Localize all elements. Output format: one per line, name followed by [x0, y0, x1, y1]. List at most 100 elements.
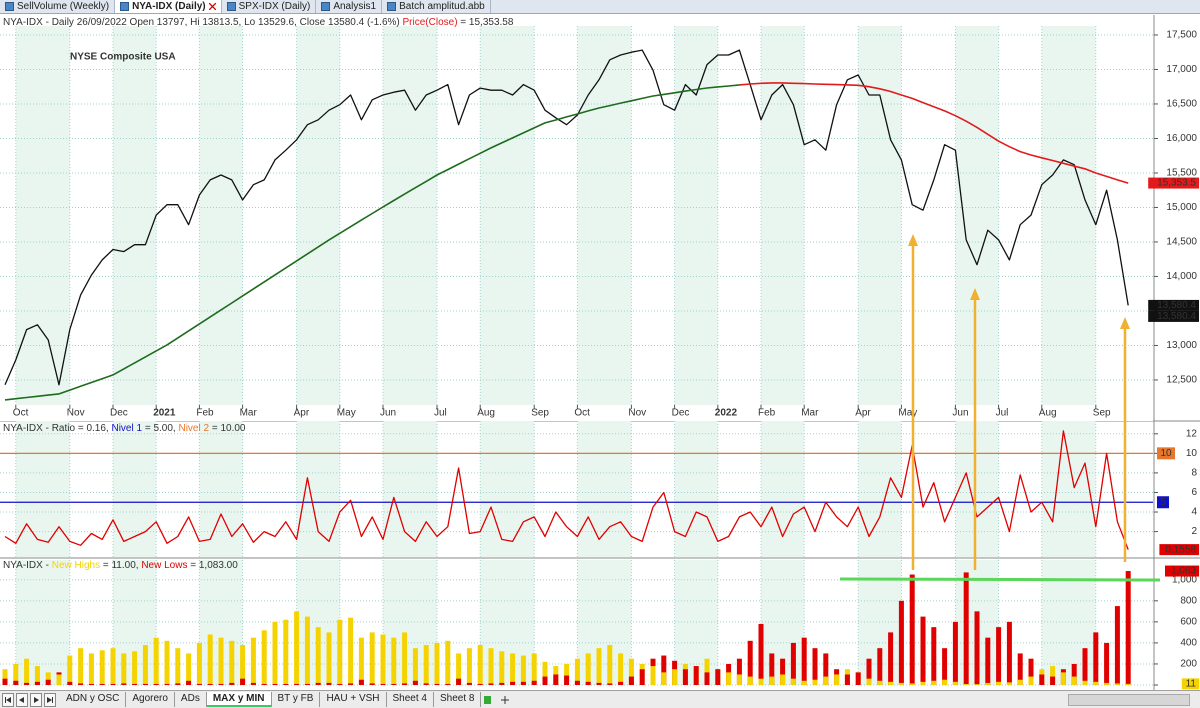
bar	[855, 672, 861, 685]
bar	[348, 617, 354, 685]
x-tick-label: Feb	[758, 408, 776, 419]
bar	[790, 678, 796, 685]
header-part: New Lows	[141, 560, 187, 571]
header-part: NYA-IDX -	[3, 560, 52, 571]
value-tag-label: 15,353.5	[1157, 178, 1196, 189]
level-tag	[1157, 447, 1175, 460]
bar	[326, 632, 332, 685]
bar	[877, 680, 883, 685]
bar	[240, 678, 246, 685]
bar	[952, 681, 958, 685]
bar	[780, 658, 786, 685]
bar	[823, 676, 829, 685]
month-band	[674, 421, 718, 557]
tab-icon	[5, 2, 14, 11]
bar	[283, 619, 289, 685]
month-band	[761, 421, 805, 557]
x-tick-label: 2021	[153, 408, 176, 419]
x-tick-label: Apr	[855, 408, 871, 419]
month-band	[577, 421, 632, 557]
last-sheet-button[interactable]	[44, 692, 56, 707]
value-tag	[1159, 544, 1199, 556]
bar	[596, 682, 602, 685]
sheet-tab[interactable]: ADN y OSC	[60, 692, 127, 707]
sheet-tools[interactable]	[481, 694, 511, 706]
bar	[132, 651, 138, 685]
month-band	[858, 26, 902, 405]
bar	[898, 682, 904, 685]
bar	[812, 648, 818, 685]
month-band	[955, 26, 999, 405]
tab[interactable]: SPX-IDX (Daily)	[222, 0, 317, 13]
sheet-tab[interactable]: Sheet 4	[387, 692, 434, 707]
bar	[747, 640, 753, 685]
sheet-tab[interactable]: BT y FB	[272, 692, 321, 707]
bar	[1082, 648, 1088, 685]
x-tick-label: Jun	[380, 408, 396, 419]
bar	[974, 611, 980, 685]
bar	[175, 683, 181, 685]
bar	[380, 634, 386, 685]
bar	[963, 572, 969, 685]
y-tick-label: 17,500	[1166, 30, 1197, 41]
x-tick-label: Nov	[67, 408, 85, 419]
tab[interactable]: NYA-IDX (Daily)	[115, 0, 222, 13]
bar	[186, 653, 192, 685]
header-part: NYA-IDX - Daily 26/09/2022 Open 13797, H…	[3, 17, 403, 28]
level-tag-label: 10	[1160, 448, 1172, 459]
month-band	[1041, 421, 1096, 557]
bar	[488, 648, 494, 685]
header-part: = 10.00	[209, 423, 246, 434]
bar	[304, 683, 310, 685]
bar	[574, 680, 580, 685]
bar	[607, 683, 613, 685]
bar	[412, 648, 418, 685]
bar	[747, 676, 753, 685]
next-sheet-button[interactable]	[30, 692, 42, 707]
bar	[456, 653, 462, 685]
value-tag-label: 13,580.4	[1157, 300, 1196, 311]
plot: 12,50013,00013,50014,00014,50015,00015,5…	[0, 15, 1200, 691]
sheet-tab[interactable]: Agorero	[126, 692, 175, 707]
month-band	[15, 560, 70, 685]
first-sheet-button[interactable]	[2, 692, 14, 707]
x-tick-label: Jun	[952, 408, 968, 419]
y-tick-label: 12	[1186, 428, 1198, 439]
header-part: NYA-IDX - Ratio = 0.16,	[3, 423, 111, 434]
scrollbar[interactable]	[1068, 693, 1190, 706]
tab[interactable]: Analysis1	[316, 0, 383, 13]
month-band	[383, 26, 437, 405]
y-tick-label: 14,000	[1166, 271, 1197, 282]
bar	[402, 632, 408, 685]
bar	[1028, 658, 1034, 685]
month-band	[383, 421, 437, 557]
sheet-tab[interactable]: Sheet 8	[434, 692, 482, 707]
close-icon[interactable]	[208, 3, 216, 10]
x-tick-label: Jul	[434, 408, 447, 419]
bar	[24, 682, 30, 685]
y-tick-label: 13,000	[1166, 340, 1197, 351]
drawn-line	[839, 577, 1161, 582]
bar	[477, 645, 483, 685]
month-band	[199, 421, 243, 557]
bar	[369, 683, 375, 685]
tab[interactable]: Batch amplitud.abb	[382, 0, 491, 13]
prev-sheet-button[interactable]	[16, 692, 28, 707]
sheet-tab[interactable]: ADs	[175, 692, 207, 707]
bar	[985, 637, 991, 685]
sheet-tab[interactable]: HAU + VSH	[320, 692, 387, 707]
bar	[132, 683, 138, 685]
sheet-list: ADN y OSC Agorero ADs MAX y MIN BT y FB HAU +…	[60, 692, 482, 707]
bar	[88, 653, 94, 685]
bar	[661, 672, 667, 685]
bar	[434, 642, 440, 685]
bar	[542, 676, 548, 685]
month-band	[577, 560, 632, 685]
tab[interactable]: SellVolume (Weekly)	[0, 0, 116, 13]
sheet-tab[interactable]: MAX y MIN	[206, 692, 272, 707]
bar	[520, 681, 526, 685]
tab-label: SPX-IDX (Daily)	[238, 1, 311, 12]
bar	[218, 683, 224, 685]
month-band	[296, 421, 340, 557]
bar	[704, 672, 710, 685]
